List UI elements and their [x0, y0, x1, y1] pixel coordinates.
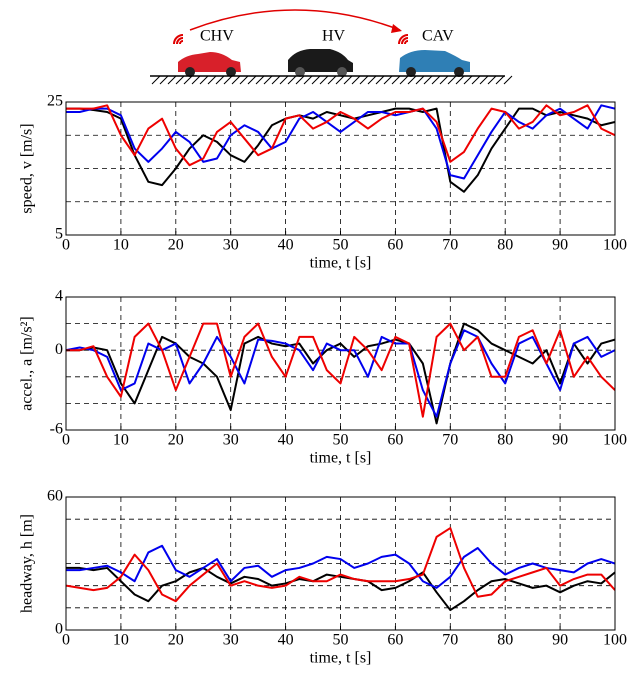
x-tick-label: 30 — [223, 432, 239, 449]
x-tick-label: 80 — [497, 632, 513, 649]
y-tick-label: 4 — [55, 288, 63, 305]
vehicle-label: CAV — [422, 28, 454, 45]
y-tick-label: 25 — [47, 93, 63, 110]
x-tick-label: 20 — [168, 632, 184, 649]
communication-arrow — [189, 9, 401, 31]
x-tick-label: 60 — [387, 432, 403, 449]
x-axis-label: time, t [s] — [310, 450, 372, 467]
x-axis-label: time, t [s] — [310, 650, 372, 667]
x-tick-label: 20 — [168, 432, 184, 449]
y-axis-label: headway, h [m] — [19, 514, 36, 613]
data-line — [66, 544, 615, 589]
x-tick-label: 90 — [552, 632, 568, 649]
y-axis-label: speed, v [m/s] — [19, 123, 36, 213]
data-line — [66, 322, 615, 418]
subplot: 0 10 20 30 40 50 60 70 80 90 100 0 60 time, t [s] head… — [19, 488, 627, 667]
subplot: 0 10 20 30 40 50 60 70 80 90 100 5 25 time, t [s] spee… — [19, 93, 627, 272]
x-tick-label: 10 — [113, 237, 129, 254]
x-tick-label: 50 — [333, 632, 349, 649]
x-tick-label: 30 — [223, 632, 239, 649]
y-axis-label: accel., a [m/s²] — [19, 316, 36, 411]
car-cav — [399, 50, 470, 77]
x-tick-label: 70 — [442, 237, 458, 254]
x-tick-label: 60 — [387, 632, 403, 649]
x-tick-label: 40 — [278, 432, 294, 449]
scenario-diagram: CHV HV CAV — [150, 9, 513, 85]
y-tick-label: 0 — [55, 341, 63, 358]
data-line — [66, 329, 615, 418]
car-hv — [288, 49, 353, 77]
x-tick-label: 70 — [442, 432, 458, 449]
x-tick-label: 100 — [603, 632, 627, 649]
x-tick-label: 30 — [223, 237, 239, 254]
x-tick-label: 40 — [278, 237, 294, 254]
data-line — [66, 107, 615, 193]
y-tick-label: 60 — [47, 488, 63, 505]
vehicle-label: HV — [322, 28, 346, 45]
vehicle-label: CHV — [200, 28, 234, 45]
y-tick-label: -6 — [50, 421, 63, 438]
x-tick-label: 0 — [62, 432, 70, 449]
x-tick-label: 60 — [387, 237, 403, 254]
data-line — [66, 104, 615, 167]
x-tick-label: 50 — [333, 237, 349, 254]
x-tick-label: 40 — [278, 632, 294, 649]
x-tick-label: 100 — [603, 432, 627, 449]
x-tick-label: 10 — [113, 432, 129, 449]
data-line — [66, 527, 615, 603]
x-tick-label: 10 — [113, 632, 129, 649]
lines — [66, 527, 615, 612]
x-tick-label: 80 — [497, 432, 513, 449]
y-tick-label: 0 — [55, 621, 63, 638]
data-line — [66, 566, 615, 612]
wifi-icon — [173, 34, 409, 45]
data-line — [66, 104, 615, 180]
ground-hatch — [151, 75, 513, 85]
x-tick-label: 50 — [333, 432, 349, 449]
x-axis-label: time, t [s] — [310, 255, 372, 272]
x-tick-label: 90 — [552, 237, 568, 254]
lines — [66, 322, 615, 425]
x-tick-label: 0 — [62, 237, 70, 254]
arrow-head — [391, 24, 402, 33]
car-chv — [178, 52, 241, 77]
y-tick-label: 5 — [55, 226, 63, 243]
x-tick-label: 70 — [442, 632, 458, 649]
x-tick-label: 20 — [168, 237, 184, 254]
x-tick-label: 100 — [603, 237, 627, 254]
lines — [66, 104, 615, 193]
x-tick-label: 80 — [497, 237, 513, 254]
x-tick-label: 0 — [62, 632, 70, 649]
x-tick-label: 90 — [552, 432, 568, 449]
